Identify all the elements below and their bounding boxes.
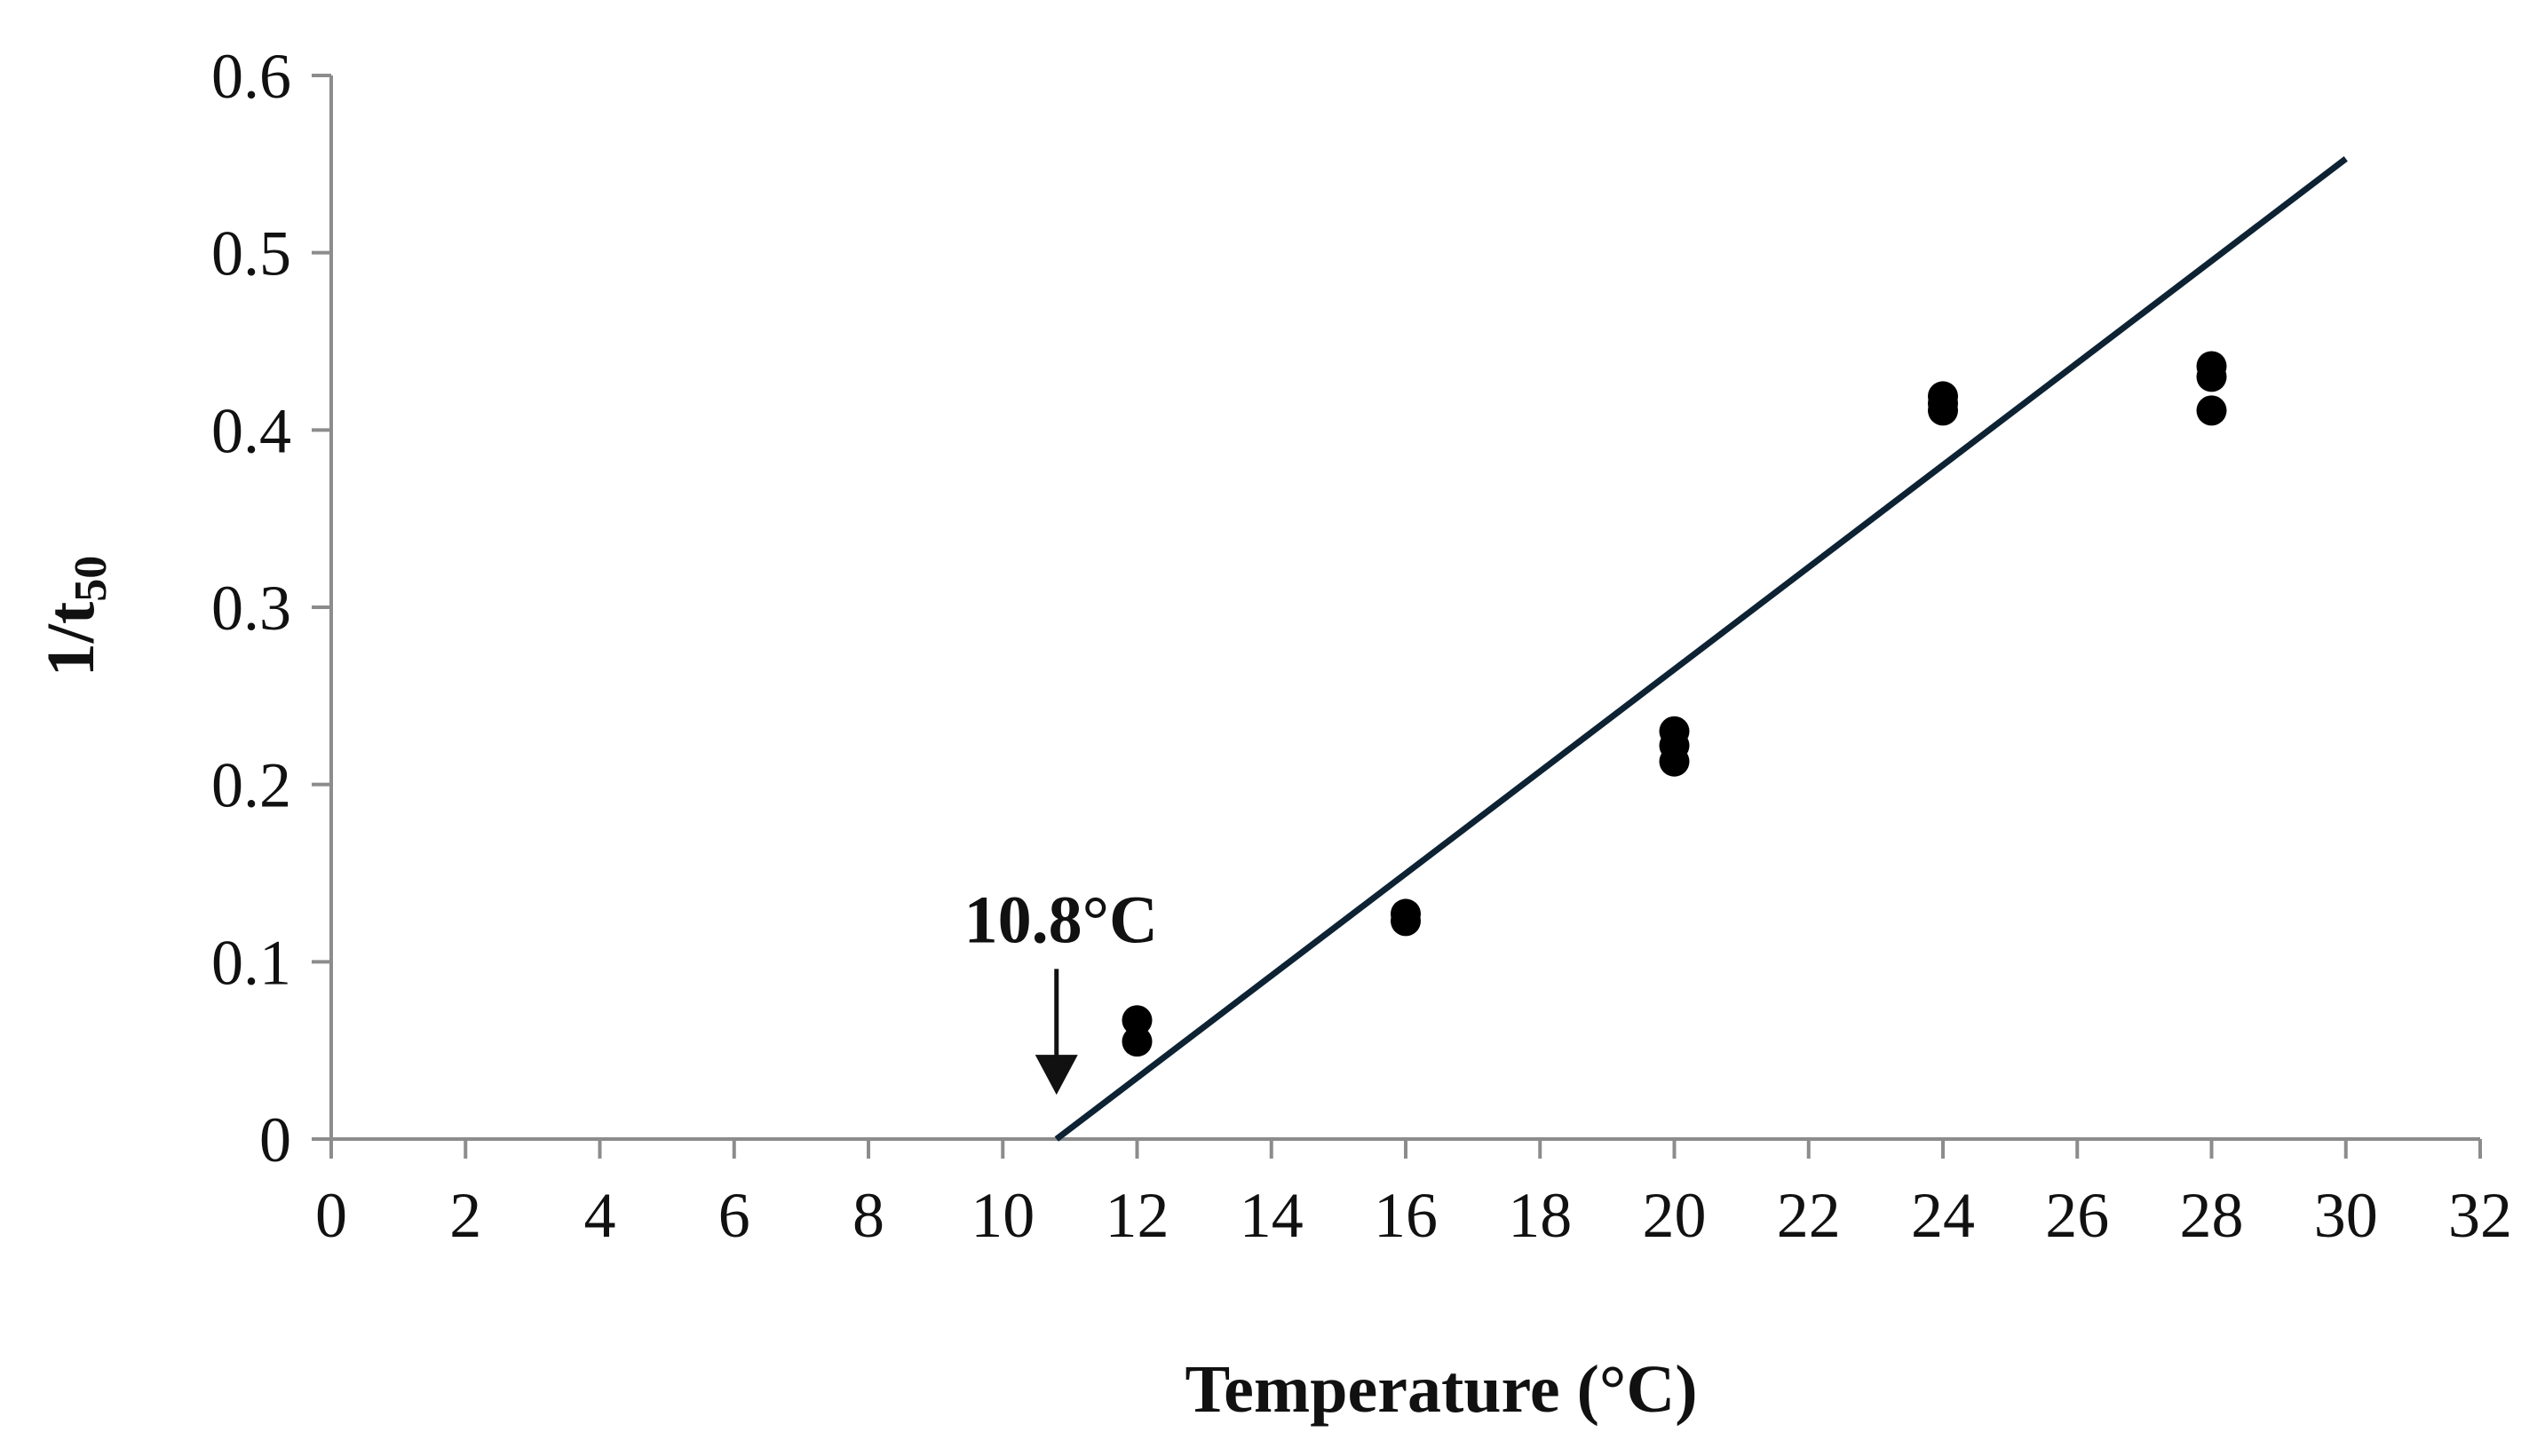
y-axis-ticks: 0 0.1 0.2 0.3 0.4 0.5 0.6 [211, 41, 331, 1175]
svg-text:1/t50: 1/t50 [34, 556, 116, 677]
x-tick-label: 24 [1911, 1180, 1975, 1251]
x-axis-ticks: 0 2 4 6 8 10 12 14 16 18 20 22 24 26 28 30 32 [315, 1139, 2512, 1251]
x-tick-label: 0 [315, 1180, 347, 1251]
data-point [2196, 361, 2227, 392]
x-tick-label: 30 [2314, 1180, 2378, 1251]
x-tick-label: 26 [2045, 1180, 2109, 1251]
y-tick-label: 0.4 [211, 395, 291, 466]
threshold-label: 10.8°C [964, 882, 1158, 957]
x-tick-label: 4 [584, 1180, 616, 1251]
y-tick-label: 0.5 [211, 218, 291, 289]
x-tick-label: 20 [1643, 1180, 1707, 1251]
y-tick-label: 0 [259, 1104, 291, 1175]
x-tick-label: 18 [1508, 1180, 1572, 1251]
axes [329, 75, 2480, 1141]
data-point [1122, 1026, 1153, 1057]
x-tick-label: 8 [852, 1180, 884, 1251]
y-tick-label: 0.1 [211, 927, 291, 998]
x-tick-label: 2 [449, 1180, 481, 1251]
x-tick-label: 14 [1240, 1180, 1304, 1251]
data-point [1122, 1005, 1153, 1036]
y-axis-title-subscript: 50 [66, 556, 116, 602]
y-axis-title-main: 1/t [34, 602, 108, 677]
data-point [2196, 395, 2227, 426]
x-tick-label: 16 [1374, 1180, 1438, 1251]
x-tick-label: 10 [971, 1180, 1035, 1251]
x-tick-label: 28 [2180, 1180, 2244, 1251]
threshold-arrow-head [1035, 1055, 1078, 1096]
y-tick-label: 0.2 [211, 750, 291, 821]
x-tick-label: 12 [1106, 1180, 1169, 1251]
data-point [1659, 746, 1690, 777]
x-tick-label: 22 [1777, 1180, 1841, 1251]
data-points [1122, 351, 2227, 1057]
data-point [1391, 906, 1421, 937]
x-tick-label: 32 [2448, 1180, 2512, 1251]
x-axis-title: Temperature (°C) [1185, 1352, 1697, 1427]
y-tick-label: 0.6 [211, 41, 291, 112]
regression-line [1054, 156, 2348, 1142]
threshold-annotation: 10.8°C [964, 882, 1158, 1096]
data-point [1928, 395, 1958, 426]
y-axis-title: 1/t50 [34, 556, 116, 677]
y-tick-label: 0.3 [211, 573, 291, 644]
x-tick-label: 6 [718, 1180, 750, 1251]
